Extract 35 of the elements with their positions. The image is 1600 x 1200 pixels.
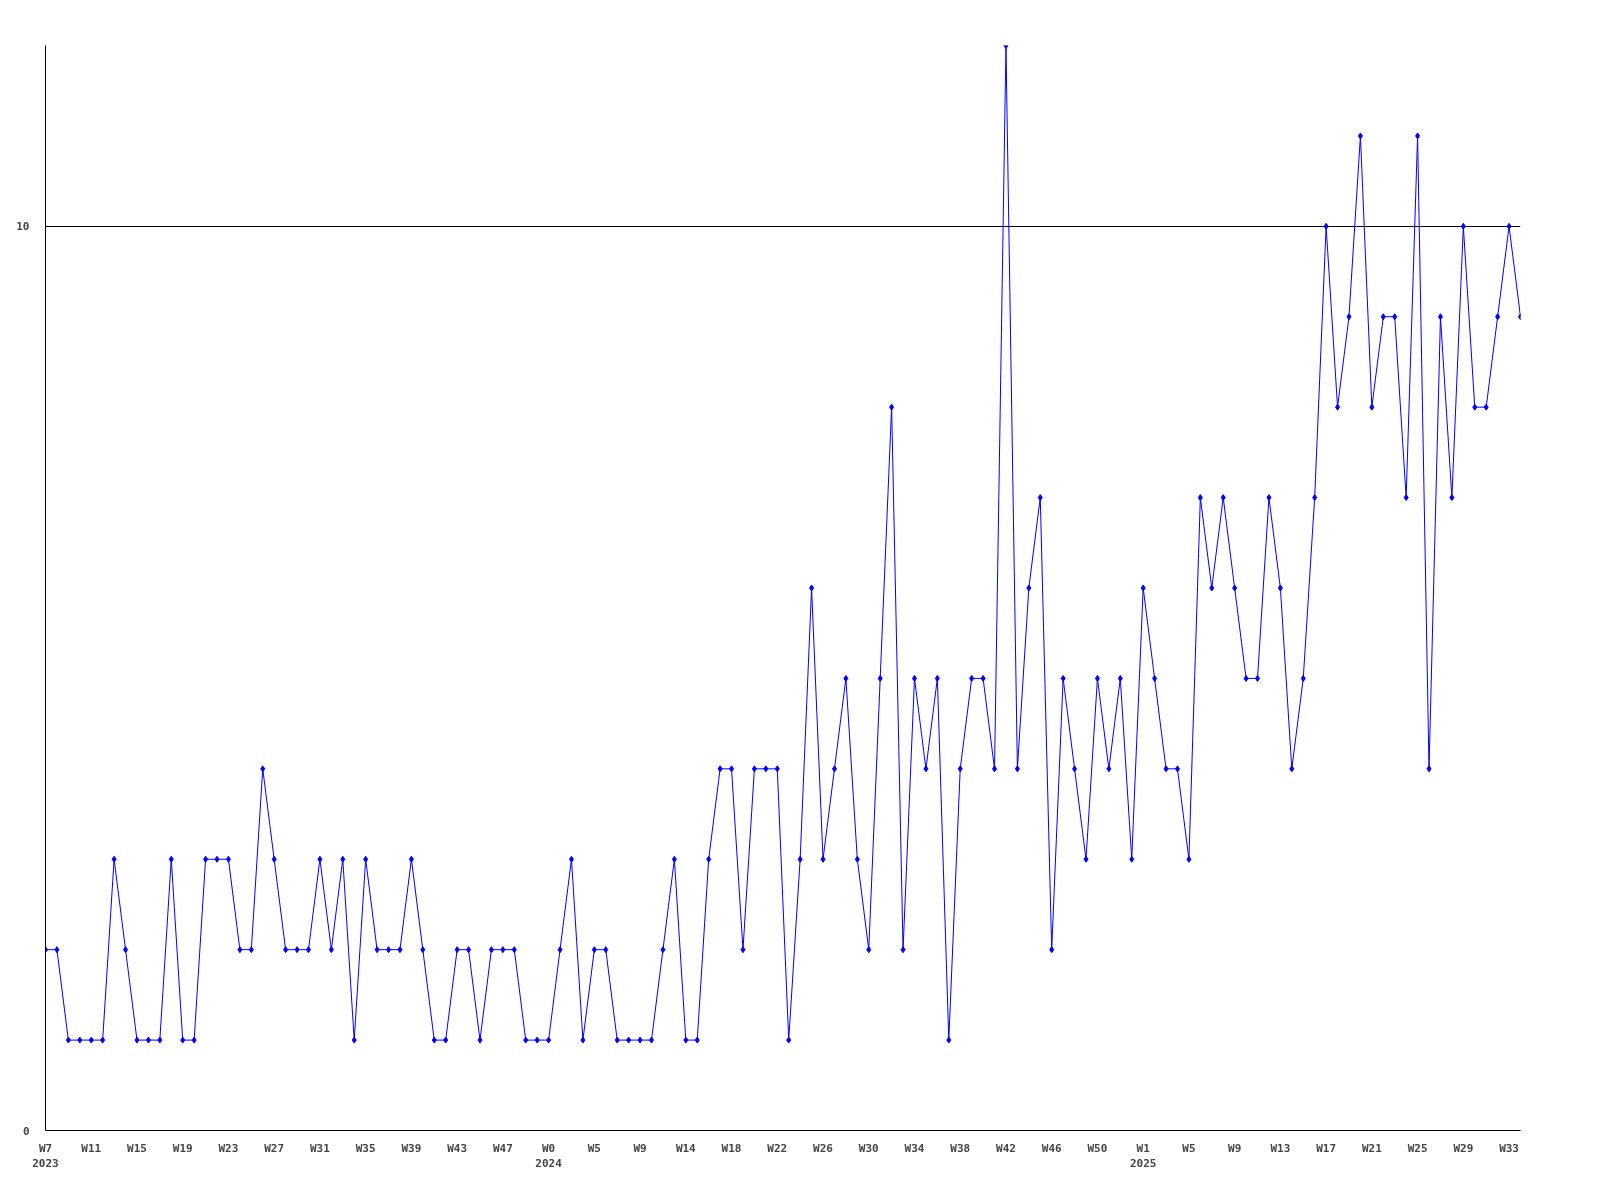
x-tick-label: W7 2023 <box>32 1141 59 1171</box>
x-tick-label: W21 <box>1361 1141 1383 1155</box>
x-tick-label: W30 <box>858 1141 879 1155</box>
y-tick-label: 0 <box>22 1124 30 1138</box>
x-tick-label: W26 <box>813 1141 834 1155</box>
x-tick-label: W11 <box>81 1141 102 1155</box>
x-tick-label: W50 <box>1087 1141 1108 1155</box>
x-tick-label: W19 <box>172 1141 193 1155</box>
x-tick-label: W9 <box>633 1141 647 1155</box>
x-tick-label: W31 <box>309 1141 331 1155</box>
x-tick-label: W47 <box>492 1141 513 1155</box>
y-tick-label: 10 <box>16 220 30 234</box>
x-tick-label: W25 <box>1407 1141 1428 1155</box>
x-tick-label: W46 <box>1041 1141 1063 1155</box>
x-tick-label: W43 <box>447 1141 468 1155</box>
x-tick-label: W23 <box>218 1141 239 1155</box>
x-tick-label: W5 <box>587 1141 601 1155</box>
x-tick-label: W15 <box>127 1141 147 1155</box>
x-tick-label: W39 <box>401 1141 422 1155</box>
x-tick-label: W29 <box>1453 1141 1474 1155</box>
x-tick-label: W27 <box>264 1141 285 1155</box>
x-tick-label: W38 <box>950 1141 971 1155</box>
x-tick-label: W1 2025 <box>1129 1141 1157 1171</box>
x-tick-label: W22 <box>767 1141 788 1155</box>
x-tick-label: W34 <box>904 1141 925 1155</box>
x-tick-label: W33 <box>1499 1141 1520 1155</box>
x-tick-label: W14 <box>675 1141 697 1155</box>
x-tick-label: W18 <box>721 1141 742 1155</box>
x-tick-label: W0 2024 <box>535 1141 563 1171</box>
x-tick-label: W35 <box>355 1141 376 1155</box>
x-tick-label: W5 <box>1182 1141 1196 1155</box>
x-tick-label: W42 <box>996 1141 1016 1155</box>
x-tick-label: W13 <box>1270 1141 1291 1155</box>
x-tick-label: W17 <box>1316 1141 1337 1155</box>
x-tick-label: W9 <box>1228 1141 1242 1155</box>
